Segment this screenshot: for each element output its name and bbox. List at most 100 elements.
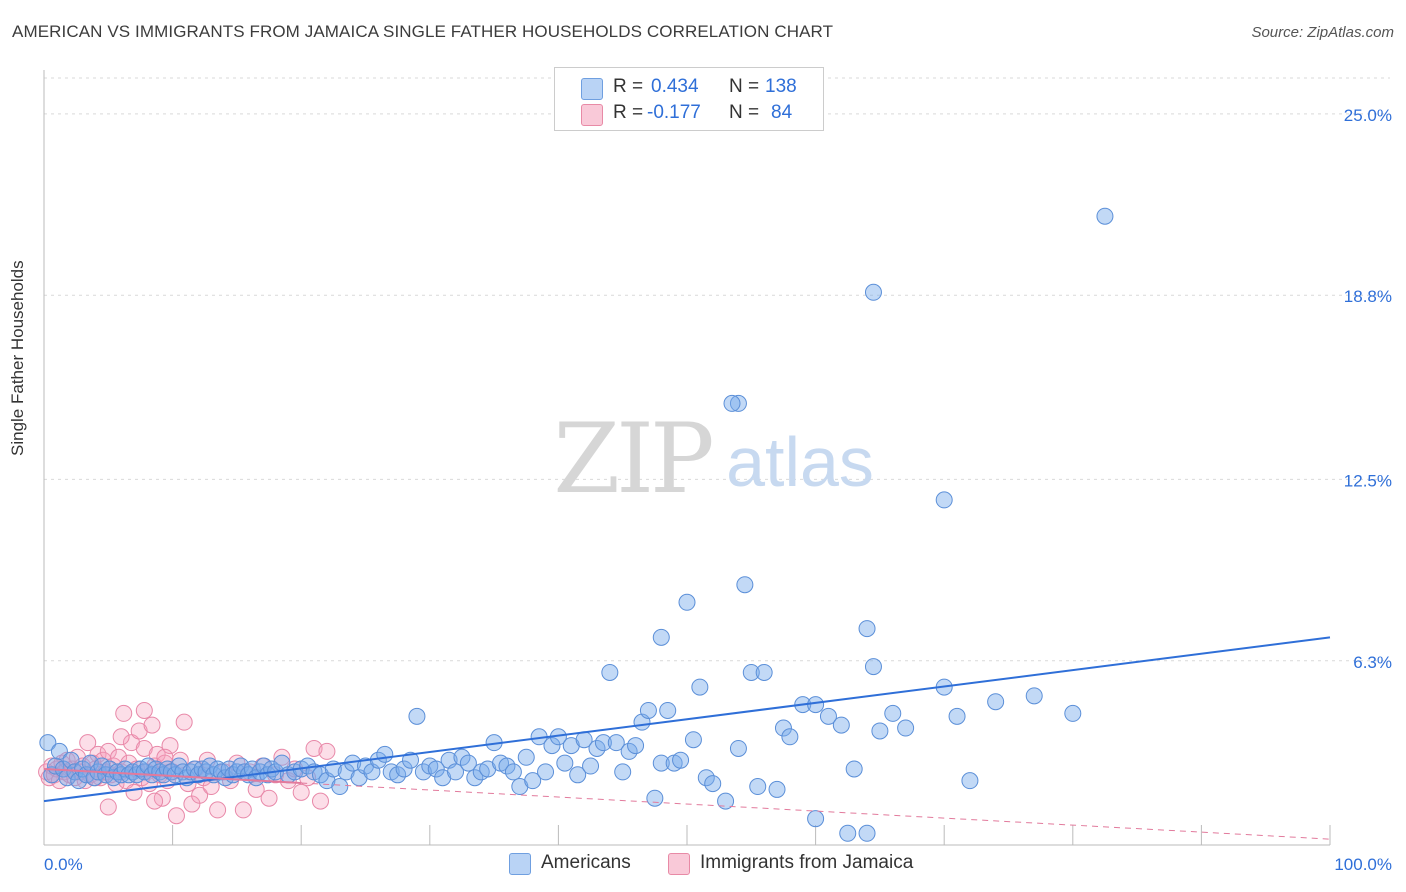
americans-point bbox=[614, 763, 632, 781]
americans-point bbox=[620, 742, 638, 760]
chart-title: AMERICAN VS IMMIGRANTS FROM JAMAICA SING… bbox=[12, 22, 834, 41]
americans-point bbox=[466, 769, 484, 787]
jamaica-point bbox=[112, 728, 130, 746]
americans-point bbox=[935, 491, 953, 509]
americans-point bbox=[504, 763, 522, 781]
legend-r-value: -0.177 bbox=[647, 102, 701, 123]
jamaica-point bbox=[318, 742, 336, 760]
jamaica-trend-line-solid bbox=[43, 767, 302, 784]
legend-n-value: 138 bbox=[765, 76, 797, 97]
jamaica-point bbox=[175, 713, 193, 731]
americans-point bbox=[453, 748, 471, 766]
americans-point bbox=[1064, 704, 1082, 722]
americans-point bbox=[543, 737, 561, 755]
americans-point bbox=[498, 757, 516, 775]
americans-point bbox=[736, 576, 754, 594]
jamaica-point bbox=[135, 701, 153, 719]
americans-point bbox=[39, 734, 57, 752]
legend-swatch-americans bbox=[581, 78, 603, 100]
americans-point bbox=[402, 751, 420, 769]
americans-point bbox=[781, 728, 799, 746]
americans-point bbox=[839, 824, 857, 842]
americans-point bbox=[729, 739, 747, 757]
americans-point bbox=[697, 769, 715, 787]
americans-point bbox=[684, 731, 702, 749]
jamaica-point bbox=[125, 783, 143, 801]
americans-point bbox=[678, 593, 696, 611]
americans-point bbox=[987, 693, 1005, 711]
legend-americans-label: Americans bbox=[541, 852, 631, 873]
americans-point bbox=[819, 707, 837, 725]
y-tick-label: 25.0% bbox=[1344, 106, 1392, 125]
americans-point bbox=[858, 620, 876, 638]
americans-point bbox=[864, 283, 882, 301]
y-tick-label: 6.3% bbox=[1353, 653, 1392, 672]
y-tick-label: 12.5% bbox=[1344, 471, 1392, 490]
jamaica-point bbox=[99, 798, 117, 816]
jamaica-point bbox=[292, 783, 310, 801]
americans-point bbox=[871, 722, 889, 740]
jamaica-point bbox=[79, 734, 97, 752]
americans-point bbox=[427, 760, 445, 778]
tick-labels: 6.3% 12.5% 18.8% 25.0% 0.0% 100.0% bbox=[44, 106, 1392, 874]
legend-r-value: 0.434 bbox=[651, 76, 699, 97]
legend-n-label: N = bbox=[729, 76, 760, 97]
americans-point bbox=[807, 810, 825, 828]
jamaica-trend-line-dashed bbox=[301, 782, 1331, 840]
americans-point bbox=[556, 754, 574, 772]
americans-point bbox=[652, 628, 670, 646]
americans-point bbox=[897, 719, 915, 737]
jamaica-point bbox=[146, 792, 164, 810]
americans-point bbox=[768, 780, 786, 798]
legend-r-label: R = bbox=[613, 76, 644, 97]
jamaica-point bbox=[167, 807, 185, 825]
americans-point bbox=[50, 742, 68, 760]
americans-point bbox=[517, 748, 535, 766]
americans-point bbox=[948, 707, 966, 725]
americans-point bbox=[582, 757, 600, 775]
legend-swatch-jamaica bbox=[581, 104, 603, 126]
americans-point bbox=[672, 751, 690, 769]
americans-point bbox=[408, 707, 426, 725]
legend-n-value: 84 bbox=[771, 102, 793, 123]
americans-point bbox=[652, 754, 670, 772]
americans-point bbox=[459, 754, 477, 772]
americans-point bbox=[537, 763, 555, 781]
jamaica-point bbox=[311, 792, 329, 810]
grid-lines bbox=[44, 77, 1390, 662]
americans-point bbox=[588, 739, 606, 757]
watermark: ZIP atlas bbox=[553, 403, 874, 515]
americans-trend-line bbox=[43, 636, 1331, 803]
americans-point bbox=[864, 658, 882, 676]
americans-point bbox=[845, 760, 863, 778]
americans-point bbox=[774, 719, 792, 737]
americans-point bbox=[395, 760, 413, 778]
americans-point bbox=[729, 394, 747, 412]
americans-point bbox=[704, 775, 722, 793]
americans-point bbox=[659, 701, 677, 719]
americans-point bbox=[1025, 687, 1043, 705]
jamaica-point bbox=[115, 704, 133, 722]
legend-r-label: R = bbox=[613, 102, 644, 123]
jamaica-point bbox=[305, 739, 323, 757]
americans-point bbox=[594, 734, 612, 752]
americans-point bbox=[858, 824, 876, 842]
americans-point bbox=[807, 696, 825, 714]
americans-point bbox=[639, 701, 657, 719]
americans-point bbox=[961, 772, 979, 790]
americans-point bbox=[691, 678, 709, 696]
americans-point bbox=[447, 763, 465, 781]
axes bbox=[43, 70, 1331, 846]
americans-point bbox=[742, 663, 760, 681]
americans-point bbox=[717, 792, 735, 810]
americans-point bbox=[884, 704, 902, 722]
americans-point bbox=[376, 745, 394, 763]
americans-point bbox=[331, 778, 349, 796]
americans-point bbox=[524, 772, 542, 790]
americans-point bbox=[646, 789, 664, 807]
x-tick-label: 100.0% bbox=[1334, 855, 1392, 874]
jamaica-point bbox=[143, 716, 161, 734]
watermark-atlas: atlas bbox=[726, 423, 874, 501]
americans-points bbox=[39, 207, 1114, 842]
